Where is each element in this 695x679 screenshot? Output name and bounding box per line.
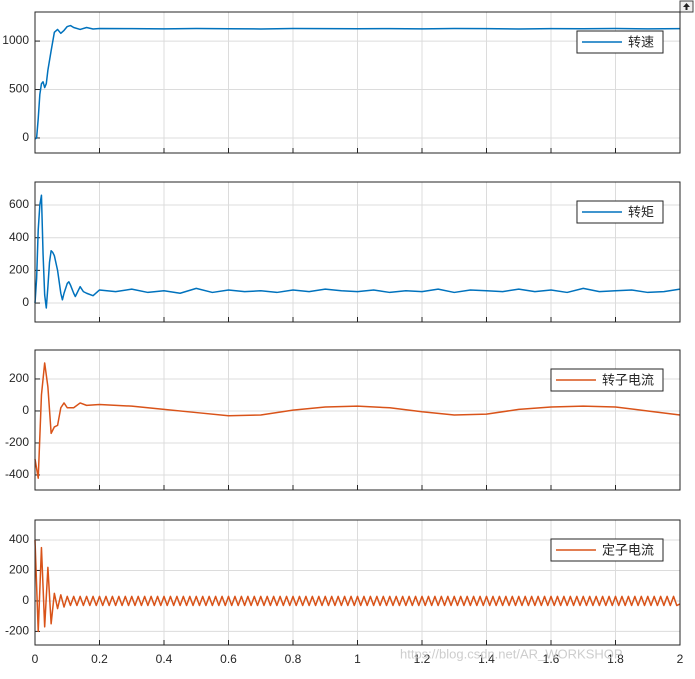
y-tick-label: 0 [22, 130, 29, 144]
y-tick-label: -200 [5, 435, 29, 449]
series-line [34, 539, 681, 633]
x-tick-label: 0.6 [220, 652, 237, 666]
y-tick-label: 400 [9, 230, 29, 244]
y-tick-label: 200 [9, 563, 29, 577]
button-icon [683, 3, 690, 10]
subplot: -400 -200 0 200 转子电流 [5, 349, 681, 491]
x-tick-label: 0.4 [156, 652, 173, 666]
y-tick-label: 500 [9, 82, 29, 96]
y-tick-label: 0 [22, 403, 29, 417]
subplot: 0 200 400 600 转矩 [9, 181, 681, 323]
x-tick-label: 1 [354, 652, 361, 666]
legend-label: 转子电流 [602, 372, 654, 387]
axes-frame [34, 11, 681, 154]
subplot: 0 500 1000 转速 [2, 11, 681, 154]
legend-label: 转矩 [628, 204, 654, 219]
series-line [34, 362, 681, 479]
legend: 转速 [576, 30, 664, 54]
legend-box [550, 538, 664, 562]
axes-frame [34, 181, 681, 323]
series-line [34, 24, 681, 140]
legend-label: 转速 [628, 34, 654, 49]
y-tick-label: 0 [22, 295, 29, 309]
x-tick-label: 1.6 [543, 652, 560, 666]
legend: 转矩 [576, 200, 664, 224]
x-tick-label: 0.8 [285, 652, 302, 666]
x-tick-label: 2 [677, 652, 684, 666]
maximize-button[interactable] [679, 0, 694, 13]
watermark: https://blog.csdn.net/AR_WORKSHOP [400, 646, 623, 661]
legend-label: 定子电流 [602, 542, 654, 557]
y-tick-label: 200 [9, 371, 29, 385]
x-tick-label: 0 [32, 652, 39, 666]
x-tick-label: 0.2 [91, 652, 108, 666]
axes-frame [34, 519, 681, 646]
x-tick-label: 1.8 [607, 652, 624, 666]
y-tick-label: 200 [9, 263, 29, 277]
x-tick-label: 1.4 [478, 652, 495, 666]
y-tick-label: 1000 [2, 33, 29, 47]
legend: 定子电流 [550, 538, 664, 562]
y-tick-label: -400 [5, 467, 29, 481]
legend-box [550, 368, 664, 392]
y-tick-label: 0 [22, 593, 29, 607]
x-tick-label: 1.2 [414, 652, 431, 666]
y-tick-label: -200 [5, 624, 29, 638]
y-tick-label: 600 [9, 197, 29, 211]
y-tick-label: 400 [9, 532, 29, 546]
legend: 转子电流 [550, 368, 664, 392]
series-line [34, 194, 681, 309]
axes-frame [34, 349, 681, 491]
